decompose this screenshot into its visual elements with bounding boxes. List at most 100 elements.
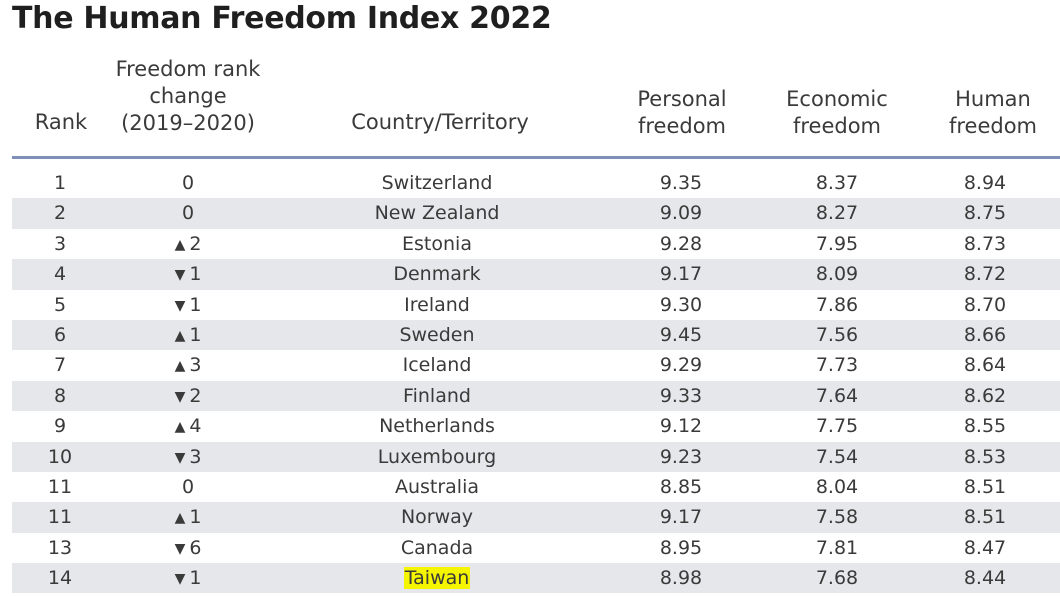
table-row: 9 ▲ 4 Netherlands 9.12 7.75 8.55 <box>12 411 1060 441</box>
header-human-freedom: Human freedom <box>928 86 1058 140</box>
country-name: Netherlands <box>379 415 495 438</box>
economic-freedom-cell: 7.68 <box>815 567 859 590</box>
country-cell: Canada <box>312 533 562 563</box>
table-row: 13 ▼ 6 Canada 8.95 7.81 8.47 <box>12 533 1060 563</box>
country-cell: Netherlands <box>312 411 562 441</box>
economic-freedom-cell: 7.64 <box>815 384 859 407</box>
rank-change-cell: 0 <box>130 472 246 502</box>
rank-change-value: 1 <box>189 323 202 346</box>
rank-change-cell: ▼ 1 <box>130 259 246 289</box>
table-row: 8 ▼ 2 Finland 9.33 7.64 8.62 <box>12 380 1060 412</box>
country-name: Luxembourg <box>377 445 497 468</box>
country-cell: Taiwan <box>312 563 562 593</box>
header-rank-change-line2: change <box>149 84 227 108</box>
rank-change-value: 3 <box>189 445 202 468</box>
human-freedom-cell: 8.51 <box>963 475 1007 498</box>
down-arrow-icon: ▼ <box>174 540 186 557</box>
down-arrow-icon: ▼ <box>174 571 186 588</box>
country-cell: Ireland <box>312 290 562 320</box>
human-freedom-cell: 8.64 <box>963 354 1007 377</box>
country-name: Iceland <box>402 354 472 377</box>
rank-cell: 5 <box>53 293 67 316</box>
human-freedom-cell: 8.72 <box>963 263 1007 286</box>
rank-cell: 4 <box>53 263 67 286</box>
economic-freedom-cell: 7.54 <box>815 445 859 468</box>
rank-change-cell: ▼ 6 <box>130 533 246 563</box>
up-arrow-icon: ▲ <box>174 358 186 375</box>
personal-freedom-cell: 8.85 <box>659 475 703 498</box>
header-country: Country/Territory <box>315 109 565 136</box>
table-row: 11 ▲ 1 Norway 9.17 7.58 8.51 <box>12 502 1060 533</box>
economic-freedom-cell: 8.04 <box>815 475 859 498</box>
country-name: Australia <box>394 475 480 498</box>
personal-freedom-cell: 8.98 <box>659 567 703 590</box>
rank-change-cell: ▼ 3 <box>130 442 246 472</box>
country-cell: New Zealand <box>312 198 562 228</box>
rank-change-value: 1 <box>189 506 202 529</box>
rank-cell: 8 <box>53 384 67 407</box>
country-name: Ireland <box>404 293 470 316</box>
table-row: 6 ▲ 1 Sweden 9.45 7.56 8.66 <box>12 319 1060 351</box>
down-arrow-icon: ▼ <box>174 297 186 314</box>
rank-change-value: 2 <box>189 384 202 407</box>
rank-change-value: 1 <box>189 263 202 286</box>
up-arrow-icon: ▲ <box>174 510 186 527</box>
table-row: 14 ▼ 1 Taiwan 8.98 7.68 8.44 <box>12 563 1060 594</box>
human-freedom-cell: 8.53 <box>963 445 1007 468</box>
country-cell: Sweden <box>312 320 562 350</box>
country-name: Norway <box>400 506 474 529</box>
human-freedom-cell: 8.73 <box>963 232 1007 255</box>
header-rank: Rank <box>26 109 96 136</box>
down-arrow-icon: ▼ <box>174 388 186 405</box>
rank-change-value: 2 <box>189 232 202 255</box>
down-arrow-icon: ▼ <box>174 449 186 466</box>
economic-freedom-cell: 8.09 <box>815 263 859 286</box>
country-cell: Norway <box>312 502 562 532</box>
table-row: 10 ▼ 3 Luxembourg 9.23 7.54 8.53 <box>12 441 1060 472</box>
header-personal-freedom: Personal freedom <box>612 86 752 140</box>
economic-freedom-cell: 7.95 <box>815 232 859 255</box>
rank-change-value: 0 <box>181 202 195 225</box>
table-row: 3 ▲ 2 Estonia 9.28 7.95 8.73 <box>12 229 1060 259</box>
rank-cell: 9 <box>53 415 67 438</box>
rank-cell: 11 <box>47 506 73 529</box>
country-name: Finland <box>403 384 471 407</box>
personal-freedom-cell: 9.29 <box>659 354 703 377</box>
header-economic-line2: freedom <box>792 114 882 138</box>
rank-cell: 14 <box>47 567 73 590</box>
economic-freedom-cell: 7.81 <box>815 536 859 559</box>
personal-freedom-cell: 9.35 <box>659 172 703 194</box>
header-human-line2: freedom <box>948 114 1038 138</box>
personal-freedom-cell: 9.23 <box>659 445 703 468</box>
rank-change-value: 6 <box>189 536 202 559</box>
rank-cell: 10 <box>47 445 73 468</box>
rank-cell: 2 <box>53 202 67 225</box>
freedom-index-table: 1 0 Switzerland 9.35 8.37 8.94 2 0 New Zealand 9.… <box>12 168 1060 594</box>
country-cell: Iceland <box>312 350 562 380</box>
rank-change-cell: ▲ 1 <box>130 320 246 350</box>
up-arrow-icon: ▲ <box>174 236 186 253</box>
header-economic-line1: Economic <box>786 87 888 111</box>
header-personal-line1: Personal <box>637 87 727 111</box>
human-freedom-cell: 8.44 <box>963 567 1007 590</box>
human-freedom-cell: 8.62 <box>963 384 1007 407</box>
economic-freedom-cell: 7.56 <box>815 323 859 346</box>
table-row: 4 ▼ 1 Denmark 9.17 8.09 8.72 <box>12 259 1060 290</box>
rank-change-value: 1 <box>189 293 202 316</box>
page-title: The Human Freedom Index 2022 <box>12 1 552 36</box>
economic-freedom-cell: 8.37 <box>815 172 859 194</box>
country-name: New Zealand <box>374 202 500 225</box>
personal-freedom-cell: 9.17 <box>659 263 703 286</box>
personal-freedom-cell: 9.12 <box>659 415 703 438</box>
rank-change-value: 4 <box>189 415 202 438</box>
rank-change-cell: ▼ 1 <box>130 290 246 320</box>
country-name: Denmark <box>393 263 481 286</box>
personal-freedom-cell: 9.33 <box>659 384 703 407</box>
header-personal-line2: freedom <box>637 114 727 138</box>
rank-cell: 6 <box>53 323 67 346</box>
rank-change-value: 0 <box>181 172 195 194</box>
country-cell: Estonia <box>312 229 562 259</box>
economic-freedom-cell: 7.75 <box>815 415 859 438</box>
personal-freedom-cell: 8.95 <box>659 536 703 559</box>
country-name: Switzerland <box>381 172 493 194</box>
